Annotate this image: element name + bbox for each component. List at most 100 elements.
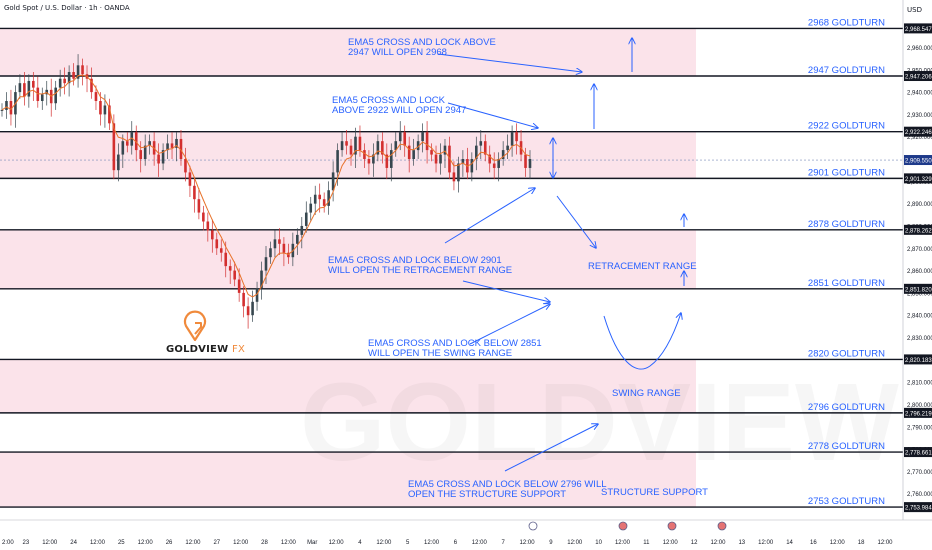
level-price-badge-text: 2,878.262 [905,228,932,234]
price-tick-label: 2,860.000 [907,269,932,275]
candle-body [148,141,151,146]
brand-fx: FX [232,344,246,355]
goldturn-level-label: 2901 GOLDTURN [808,167,885,178]
candle-body [313,194,317,204]
candle-body [309,203,313,213]
candle-body [421,132,424,142]
candle-body [108,105,111,124]
candle-body [99,101,102,115]
brand-wordmark: GOLDVIEW FX [166,344,245,355]
annotation-text-line2: WILL OPEN THE RETRACEMENT RANGE [328,265,512,276]
candle-body [224,252,228,267]
time-tick-label: 26 [166,540,173,546]
candle-body [202,212,205,222]
goldturn-level-label: 2851 GOLDTURN [808,278,885,289]
annotation-text-line2: OPEN THE STRUCTURE SUPPORT [408,489,566,500]
price-tick-label: 2,960.000 [907,46,932,52]
economic-event-icon [528,521,538,531]
candle-body [412,150,415,160]
candle-body [72,72,75,79]
annotation-text-line1: EMA5 CROSS AND LOCK BELOW 2796 WILL [408,479,607,490]
candle-body [488,154,492,164]
candle-body [242,292,245,307]
candle-body [58,78,62,88]
candle-body [237,279,241,293]
candle-body [90,78,93,93]
candle-body [381,141,384,155]
candle-body [296,234,299,244]
candle-body [228,266,232,271]
candle-body [443,145,447,155]
level-price-badge [904,224,932,235]
candle-body [246,306,250,316]
candle-body [398,132,402,142]
candle-body [18,83,22,93]
annotation-arrow [462,280,550,302]
level-price-badge [904,502,932,513]
level-price-badge-text: 2,922.246 [905,130,932,136]
time-tick-label: 13 [738,540,745,546]
candle-body [94,92,98,102]
time-tick-label: 18 [858,540,865,546]
candle-body [457,163,460,182]
annotation-text-line2: WILL OPEN THE SWING RANGE [368,348,512,359]
time-tick-label: 12:00 [376,540,392,546]
time-tick-label: 27 [213,540,220,546]
candle-body [425,132,429,151]
time-tick-label: 12:00 [710,540,726,546]
watermark-text: GOLDVIEW FX [300,361,932,484]
time-tick-label: 12:00 [138,540,154,546]
price-tick-label: 2,790.000 [907,425,932,431]
price-tick-label: 2,830.000 [907,336,932,342]
goldturn-level-label: 2820 GOLDTURN [808,348,885,359]
level-price-badge [904,173,932,184]
candle-body [300,225,304,235]
goldturn-level-label: 2947 GOLDTURN [808,65,885,76]
current-price-badge-text: 2,909.550 [905,159,932,165]
economic-event-icon [667,521,677,531]
level-price-badge-text: 2,901.329 [905,177,932,183]
annotation-arrow [556,195,596,248]
annotation-arrow [469,304,550,345]
current-price-badge [904,155,932,166]
candle-body [117,154,120,171]
price-tick-label: 2,850.000 [907,291,932,297]
candle-body [175,138,178,148]
price-tick-label: 2,760.000 [907,492,932,498]
annotation-text-line2: 2947 WILL OPEN 2968 [348,47,447,58]
candle-body [9,101,13,115]
time-tick-label: 11 [643,540,650,546]
candle-body [354,136,357,155]
time-tick-label: 5 [406,540,410,546]
candle-body [63,78,66,84]
time-tick-label: 12:00 [424,540,440,546]
time-tick-label: 6 [454,540,458,546]
candle-body [188,172,192,186]
range-label: STRUCTURE SUPPORT [601,487,708,498]
level-price-badge [904,354,932,365]
candle-body [497,159,500,168]
candle-body [0,109,4,111]
goldturn-level-label: 2753 GOLDTURN [808,496,885,507]
swing-curve-arrow [603,313,681,370]
candle-body [470,159,474,173]
candle-body [434,154,438,164]
level-price-badge [904,126,932,137]
ema5-line [1,74,531,298]
annotation-text-line1: EMA5 CROSS AND LOCK BELOW 2851 [368,338,542,349]
level-price-badge [904,283,932,294]
candle-body [340,141,344,151]
goldturn-level-label: 2796 GOLDTURN [808,402,885,413]
time-tick-label: Mar [307,540,317,546]
candle-body [389,150,393,168]
time-tick-label: 12:00 [185,540,201,546]
candle-body [5,101,8,110]
candle-body [134,132,138,151]
economic-event-icon [717,521,727,531]
candle-body [501,150,505,160]
range-label: SWING RANGE [612,388,681,399]
candle-body [439,154,442,164]
level-price-badge-text: 2,796.219 [905,411,932,417]
candle-body [197,199,201,213]
